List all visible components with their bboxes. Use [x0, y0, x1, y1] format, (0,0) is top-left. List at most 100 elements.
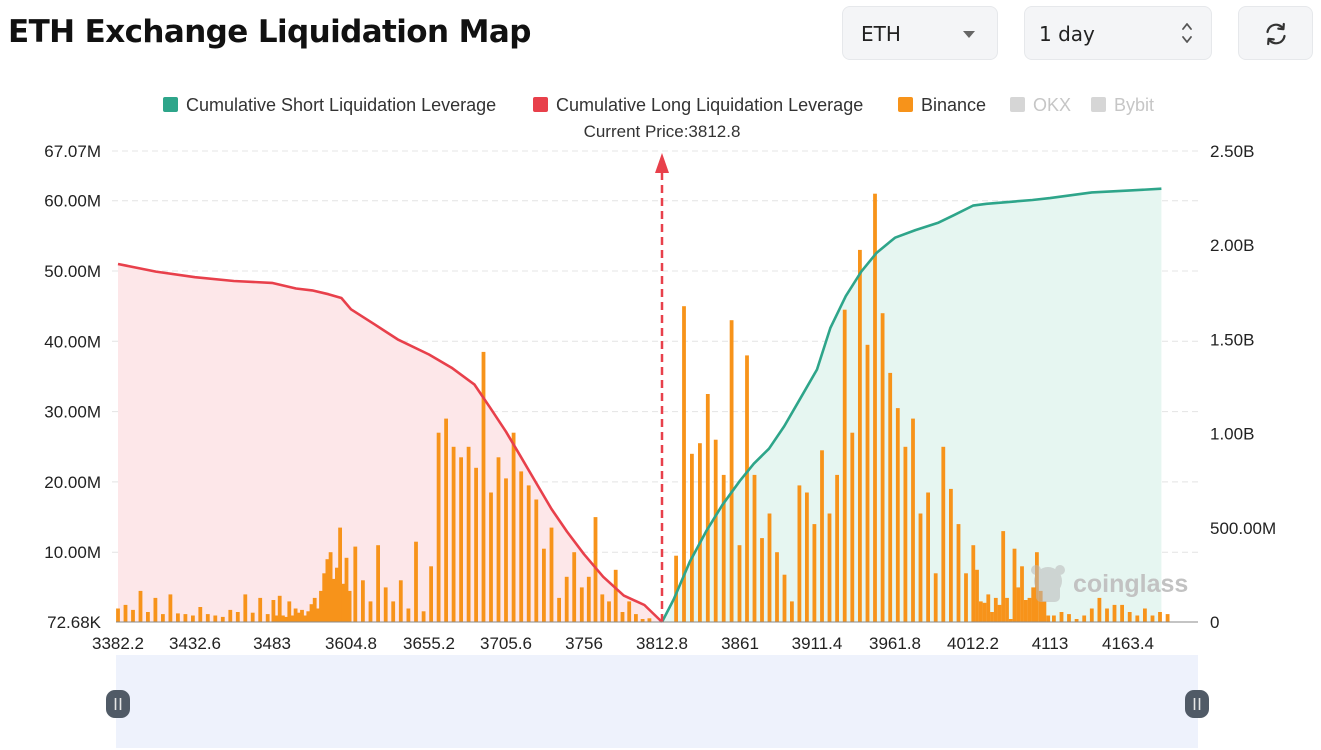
bar[interactable]	[613, 569, 618, 622]
bar[interactable]	[228, 609, 233, 622]
bar[interactable]	[376, 545, 380, 622]
bar[interactable]	[737, 545, 742, 622]
bar[interactable]	[858, 249, 862, 622]
bar[interactable]	[481, 351, 486, 622]
bar[interactable]	[198, 607, 203, 622]
bar[interactable]	[274, 615, 279, 623]
bar[interactable]	[600, 594, 605, 622]
bar[interactable]	[1143, 608, 1147, 623]
bar[interactable]	[549, 527, 554, 622]
bar[interactable]	[542, 548, 546, 622]
bar[interactable]	[1105, 608, 1109, 623]
bar[interactable]	[383, 587, 388, 622]
bar[interactable]	[303, 615, 307, 623]
zoom-handle[interactable]	[106, 690, 130, 718]
bar[interactable]	[827, 513, 832, 623]
legend-label[interactable]: OKX	[1033, 95, 1071, 115]
bar[interactable]	[183, 614, 188, 622]
bar[interactable]	[1023, 600, 1028, 622]
bar[interactable]	[579, 587, 584, 622]
bar[interactable]	[325, 559, 330, 622]
bar[interactable]	[1112, 604, 1117, 622]
legend-label[interactable]: Cumulative Long Liquidation Leverage	[556, 95, 863, 115]
bar[interactable]	[123, 604, 128, 622]
bar[interactable]	[287, 601, 292, 622]
bar[interactable]	[805, 492, 809, 623]
bar[interactable]	[729, 320, 734, 622]
bar[interactable]	[1127, 612, 1132, 622]
bar[interactable]	[146, 612, 150, 622]
bar[interactable]	[347, 590, 352, 622]
bar[interactable]	[607, 601, 611, 622]
bar[interactable]	[131, 609, 135, 622]
bar[interactable]	[880, 313, 885, 622]
zoom-handle-body[interactable]	[106, 690, 130, 718]
bar[interactable]	[572, 552, 577, 622]
bar[interactable]	[205, 614, 210, 622]
bar[interactable]	[176, 613, 180, 622]
bar[interactable]	[290, 615, 295, 623]
bar[interactable]	[258, 597, 263, 622]
bar[interactable]	[265, 614, 270, 622]
bar[interactable]	[1067, 614, 1071, 622]
bar[interactable]	[306, 611, 311, 622]
bar[interactable]	[647, 618, 652, 622]
bar[interactable]	[767, 513, 772, 623]
bar[interactable]	[986, 594, 991, 622]
bar[interactable]	[997, 604, 1002, 622]
legend-swatch[interactable]	[1010, 97, 1025, 112]
bar[interactable]	[975, 569, 979, 622]
bar[interactable]	[191, 615, 195, 623]
bar[interactable]	[341, 583, 346, 622]
bar[interactable]	[873, 193, 877, 622]
bar[interactable]	[1074, 619, 1079, 622]
bar[interactable]	[842, 309, 847, 622]
bar[interactable]	[865, 344, 870, 622]
bar[interactable]	[1046, 615, 1051, 623]
bar[interactable]	[328, 552, 333, 622]
bar[interactable]	[978, 601, 983, 622]
bar[interactable]	[964, 573, 968, 622]
bar[interactable]	[1158, 612, 1162, 622]
bar[interactable]	[705, 394, 710, 622]
bar[interactable]	[168, 594, 173, 622]
bar[interactable]	[888, 372, 893, 622]
bar[interactable]	[926, 492, 930, 623]
bar[interactable]	[1008, 619, 1013, 622]
bar[interactable]	[444, 418, 448, 622]
bar[interactable]	[368, 601, 373, 622]
bar[interactable]	[1016, 587, 1021, 622]
bar[interactable]	[682, 306, 686, 622]
bar[interactable]	[474, 467, 478, 622]
bar[interactable]	[309, 604, 314, 622]
bar[interactable]	[790, 601, 794, 622]
bar[interactable]	[721, 474, 726, 622]
bar[interactable]	[835, 474, 839, 622]
refresh-button[interactable]	[1238, 6, 1313, 60]
bar[interactable]	[281, 615, 285, 623]
bar[interactable]	[775, 552, 779, 622]
bar[interactable]	[344, 557, 349, 622]
bar[interactable]	[319, 590, 323, 622]
bar[interactable]	[451, 446, 456, 622]
legend-swatch[interactable]	[533, 97, 548, 112]
bar[interactable]	[674, 555, 678, 622]
bar[interactable]	[466, 446, 471, 622]
bar[interactable]	[293, 608, 298, 623]
bar[interactable]	[941, 446, 946, 622]
bar[interactable]	[138, 590, 143, 622]
bar[interactable]	[1001, 531, 1006, 622]
bar[interactable]	[1120, 604, 1124, 622]
bar[interactable]	[398, 580, 403, 622]
zoom-handle[interactable]	[1185, 690, 1209, 718]
bar[interactable]	[1031, 587, 1036, 622]
bar[interactable]	[627, 601, 632, 622]
time-range-select[interactable]: 1 day	[1024, 6, 1212, 60]
legend-label[interactable]: Bybit	[1114, 95, 1154, 115]
bar[interactable]	[421, 611, 426, 622]
bar[interactable]	[812, 524, 817, 622]
bar[interactable]	[918, 513, 923, 623]
legend-swatch[interactable]	[163, 97, 178, 112]
bar[interactable]	[277, 595, 282, 622]
bar[interactable]	[982, 602, 987, 622]
